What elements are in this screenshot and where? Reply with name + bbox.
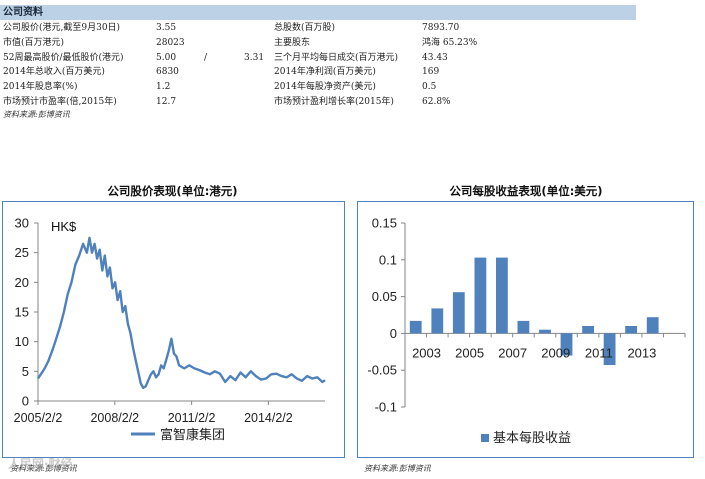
price-line-chart: 0 5 10 15 20 25 30 2005/2/2 2008/2/2 2011/2/2 2014… [14,216,326,442]
info-value: 1.2 [156,82,171,93]
info-value: 5.00 [156,52,177,63]
price-series-line [37,236,326,390]
eps-bar [496,257,508,334]
x-tick-label: 2005/2/2 [14,411,63,425]
info-separator: / [204,52,208,63]
info-label: 2014年总收入(百万美元) [3,67,105,78]
info-value: 鸿海 65.23% [422,37,478,48]
info-label: 市场预计市盈率(倍,2015年) [3,96,117,107]
company-info-table: 公司股价(港元,截至9月30日) 3.55 总股数(百万股) 7893.70 市… [0,21,636,110]
info-label: 52周最高股价/最低股价(港元) [3,52,124,63]
eps-bar [431,308,444,334]
x-tick-label: 2014/2/2 [244,411,293,425]
source-note: 资料来源:彭博资讯 [10,464,77,473]
eps-bar [452,292,465,334]
x-tick-label: 2013 [627,345,656,360]
eps-bar [603,333,616,365]
info-row: 市值(百万港元) 28023 主要股东 鸿海 65.23% [0,36,636,51]
price-chart-title: 公司股价表现(单位:港元) [107,184,238,198]
x-tick-label: 2009 [541,345,570,360]
info-value: 62.8% [422,96,451,107]
info-row: 市场预计市盈率(倍,2015年) 12.7 市场预计盈利增长率(2015年) 6… [0,95,636,110]
info-label: 主要股东 [274,37,311,48]
info-value: 169 [422,67,440,78]
info-value: 7893.70 [422,23,460,33]
source-note: 资料来源:彭博资讯 [364,464,431,473]
watermark-logo: 人民网·财经 [8,457,73,471]
y-tick-label: 0 [22,394,29,409]
eps-bar [625,326,637,334]
eps-bar [474,257,487,334]
legend-label: 基本每股收益 [493,430,571,445]
info-row: 公司股价(港元,截至9月30日) 3.55 总股数(百万股) 7893.70 [0,21,636,36]
info-value: 0.5 [422,82,437,93]
source-note: 资料来源:彭博资讯 [3,110,70,119]
legend-label: 富智康集团 [160,427,225,442]
unit-label: HK$ [51,219,77,234]
x-tick-label: 2011/2/2 [168,411,216,425]
info-value: 12.7 [156,96,177,107]
info-label: 2014年净利润(百万美元) [274,67,376,78]
eps-bar-chart: 0.15 0.1 0.05 0 -0.05 -0.1 2003 2005 2007 2009 201… [367,216,686,445]
eps-bar [517,320,530,334]
info-row: 52周最高股价/最低股价(港元) 5.00 / 3.31 三个月平均每日成交(百… [0,51,636,66]
eps-chart-frame: 0.15 0.1 0.05 0 -0.05 -0.1 2003 2005 2007 2009 201… [357,201,694,458]
x-tick-label: 2011 [585,345,613,360]
info-label: 市场预计盈利增长率(2015年) [274,96,394,107]
x-tick-label: 2005 [455,345,484,360]
y-tick-label: 0.05 [372,289,397,304]
legend-swatch [481,434,489,442]
eps-bar [560,333,573,356]
x-tick-label: 2003 [412,345,441,360]
price-chart-frame: 0 5 10 15 20 25 30 2005/2/2 2008/2/2 2011/2/2 2014… [2,201,345,458]
info-label: 2014年每股净资产(美元) [274,82,376,93]
eps-bar [539,329,551,334]
x-tick-label: 2007 [498,345,527,360]
x-tick-label: 2008/2/2 [90,411,139,425]
eps-bar [646,317,659,334]
y-tick-label: 0.1 [379,252,397,267]
info-label: 三个月平均每日成交(百万港元) [274,52,399,63]
y-tick-label: 5 [22,364,29,379]
info-label: 公司股价(港元,截至9月30日) [3,23,121,33]
eps-bar [582,326,594,334]
y-tick-label: 15 [15,305,29,320]
info-value: 28023 [156,37,185,48]
info-label: 总股数(百万股) [274,23,336,33]
info-row: 2014年股息率(%) 1.2 2014年每股净资产(美元) 0.5 [0,80,636,95]
y-tick-label: 25 [15,245,29,260]
y-tick-label: 20 [15,275,29,290]
y-tick-label: 10 [15,334,29,349]
section-title: 公司资料 [0,5,636,20]
y-tick-label: -0.1 [375,400,397,415]
info-value: 6830 [156,67,179,78]
y-tick-label: -0.05 [367,363,397,378]
info-value: 43.43 [422,52,448,63]
eps-bar [409,320,422,334]
info-label: 2014年股息率(%) [3,82,78,93]
info-value: 3.55 [156,23,177,33]
info-row: 2014年总收入(百万美元) 6830 2014年净利润(百万美元) 169 [0,65,636,80]
y-tick-label: 0.15 [372,216,397,231]
eps-chart-title: 公司每股收益表现(单位:美元) [449,184,603,198]
y-tick-label: 30 [15,216,29,231]
y-tick-label: 0 [390,326,397,341]
info-label: 市值(百万港元) [3,37,65,48]
info-value: 3.31 [244,52,265,63]
